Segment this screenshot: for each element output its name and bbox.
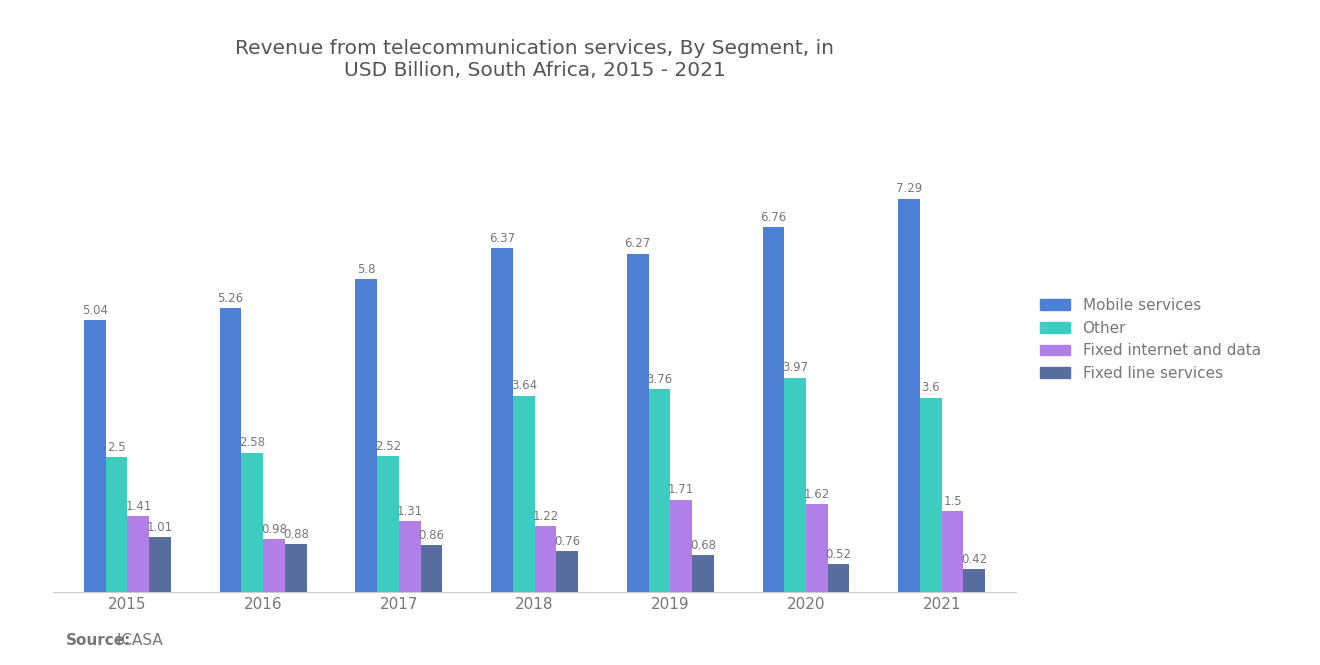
Text: 0.52: 0.52 — [825, 547, 851, 561]
Text: 5.26: 5.26 — [218, 292, 244, 305]
Text: 3.6: 3.6 — [921, 382, 940, 394]
Text: 3.64: 3.64 — [511, 379, 537, 392]
Bar — [784, 378, 807, 592]
Bar — [219, 308, 242, 592]
Bar — [399, 521, 421, 592]
Text: 0.42: 0.42 — [961, 553, 987, 566]
Bar — [128, 516, 149, 592]
Text: 1.71: 1.71 — [668, 483, 694, 496]
Bar — [763, 227, 784, 592]
Text: 6.76: 6.76 — [760, 211, 787, 224]
Bar — [513, 396, 535, 592]
Bar — [648, 389, 671, 592]
Text: 7.29: 7.29 — [896, 182, 923, 196]
Text: Source:: Source: — [66, 633, 132, 648]
Bar — [421, 545, 442, 592]
Bar — [941, 511, 964, 592]
Text: 3.76: 3.76 — [647, 373, 672, 386]
Bar — [627, 253, 648, 592]
Legend: Mobile services, Other, Fixed internet and data, Fixed line services: Mobile services, Other, Fixed internet a… — [1034, 292, 1267, 387]
Bar — [964, 569, 985, 592]
Bar — [491, 248, 513, 592]
Bar — [920, 398, 941, 592]
Text: 2.52: 2.52 — [375, 440, 401, 453]
Text: 3.97: 3.97 — [783, 362, 808, 374]
Text: 5.04: 5.04 — [82, 304, 108, 317]
Bar — [692, 555, 714, 592]
Text: 6.27: 6.27 — [624, 237, 651, 251]
Bar — [285, 545, 306, 592]
Bar — [355, 279, 378, 592]
Bar — [535, 526, 556, 592]
Text: 0.68: 0.68 — [690, 539, 715, 552]
Text: 1.01: 1.01 — [147, 521, 173, 534]
Text: 1.22: 1.22 — [532, 510, 558, 523]
Text: 0.88: 0.88 — [282, 528, 309, 541]
Text: 0.76: 0.76 — [554, 535, 581, 547]
Text: 5.8: 5.8 — [356, 263, 376, 276]
Text: 1.31: 1.31 — [397, 505, 422, 518]
Text: 0.86: 0.86 — [418, 529, 445, 542]
Bar — [263, 539, 285, 592]
Text: 1.62: 1.62 — [804, 488, 830, 501]
Bar — [671, 499, 692, 592]
Bar — [556, 551, 578, 592]
Bar — [807, 505, 828, 592]
Bar — [106, 457, 128, 592]
Text: 0.98: 0.98 — [261, 523, 286, 536]
Bar — [242, 453, 263, 592]
Text: 1.5: 1.5 — [944, 495, 962, 507]
Text: 1.41: 1.41 — [125, 499, 152, 513]
Text: 2.58: 2.58 — [239, 436, 265, 450]
Bar — [378, 456, 399, 592]
Bar — [149, 537, 170, 592]
Text: 6.37: 6.37 — [488, 232, 515, 245]
Title: Revenue from telecommunication services, By Segment, in
USD Billion, South Afric: Revenue from telecommunication services,… — [235, 39, 834, 80]
Bar — [84, 320, 106, 592]
Bar — [828, 564, 850, 592]
Bar — [899, 199, 920, 592]
Text: ICASA: ICASA — [112, 633, 162, 648]
Text: 2.5: 2.5 — [107, 441, 125, 454]
